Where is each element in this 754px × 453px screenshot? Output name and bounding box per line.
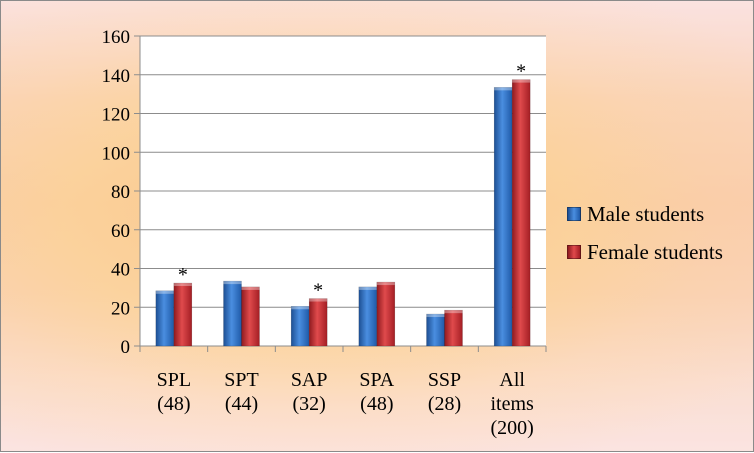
bar-male — [223, 280, 242, 347]
y-tick-label: 140 — [102, 66, 131, 87]
legend-label-female: Female students — [587, 239, 723, 264]
bar-cap — [444, 310, 463, 314]
x-category-label: All — [499, 369, 525, 391]
legend-swatch-male — [567, 207, 581, 221]
axis-labels: 020406080100120140160SPL(48)SPT(44)SAP(3… — [102, 27, 535, 439]
x-category-label: SPT — [224, 369, 258, 391]
bar-male — [290, 306, 310, 347]
bar-female — [241, 286, 260, 347]
bar-cap — [241, 286, 260, 290]
bar-cap — [223, 281, 242, 285]
y-tick-label: 100 — [102, 143, 131, 164]
legend-item-male: Male students — [567, 195, 723, 233]
y-tick-label: 60 — [111, 221, 130, 242]
x-category-label: (48) — [157, 393, 190, 415]
bar-cap — [494, 87, 513, 91]
bar-cap — [512, 79, 531, 83]
legend: Male students Female students — [567, 195, 723, 271]
y-tick-label: 40 — [111, 260, 130, 281]
bar-female — [511, 79, 531, 347]
bar-male — [493, 87, 513, 347]
y-tick-label: 0 — [121, 337, 131, 358]
bar-female — [444, 309, 463, 347]
x-category-label: (28) — [428, 393, 461, 415]
significance-marker: * — [516, 61, 526, 83]
bar-cap — [376, 282, 395, 286]
x-category-label: SAP — [291, 369, 328, 391]
y-tick-label: 120 — [102, 105, 131, 126]
x-category-label: (48) — [360, 393, 393, 415]
bar-cap — [155, 290, 174, 294]
bar-female — [308, 298, 328, 347]
x-category-label: items — [490, 393, 534, 415]
legend-swatch-female — [567, 245, 581, 259]
bar-cap — [358, 286, 377, 290]
x-category-label: (44) — [225, 393, 258, 415]
bar-cap — [173, 283, 192, 287]
bars — [155, 79, 531, 347]
x-category-label: (200) — [491, 417, 534, 439]
significance-marker: * — [313, 280, 323, 302]
bar-female — [376, 281, 396, 347]
y-tick-label: 160 — [102, 27, 131, 48]
bar-male — [155, 290, 175, 347]
legend-item-female: Female students — [567, 233, 723, 271]
x-category-label: SPA — [359, 369, 394, 391]
y-tick-label: 80 — [111, 182, 130, 203]
legend-label-male: Male students — [587, 201, 705, 226]
bar-cap — [426, 314, 445, 318]
y-tick-label: 20 — [111, 298, 130, 319]
bar-male — [358, 286, 378, 347]
bar-female — [173, 282, 193, 347]
bar-male — [426, 313, 445, 347]
x-category-label: SSP — [428, 369, 461, 391]
significance-marker: * — [178, 264, 188, 286]
x-category-label: SPL — [157, 369, 191, 391]
bar-cap — [291, 306, 310, 310]
axes — [134, 35, 547, 352]
x-category-label: (32) — [293, 393, 326, 415]
bar-cap — [309, 298, 328, 302]
